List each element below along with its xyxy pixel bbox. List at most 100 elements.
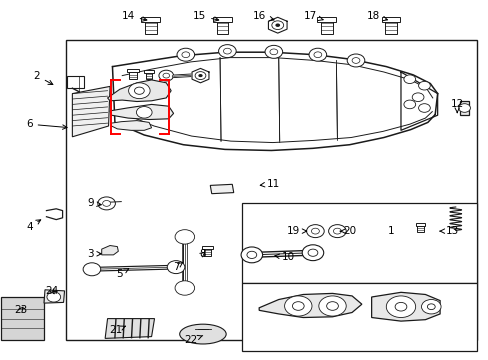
Circle shape: [403, 75, 415, 84]
Text: 4: 4: [26, 220, 41, 232]
Polygon shape: [371, 292, 439, 321]
Circle shape: [421, 300, 440, 314]
Text: 21: 21: [109, 325, 125, 336]
Bar: [146, 72, 152, 80]
Bar: [320, 19, 332, 34]
Circle shape: [308, 48, 326, 61]
Bar: [415, 223, 425, 226]
Circle shape: [351, 58, 359, 63]
Circle shape: [307, 249, 317, 256]
Polygon shape: [210, 184, 233, 194]
Text: 19: 19: [286, 226, 306, 236]
Polygon shape: [105, 319, 154, 338]
Circle shape: [318, 296, 346, 316]
Circle shape: [167, 261, 184, 274]
Circle shape: [418, 81, 429, 90]
Circle shape: [102, 201, 110, 206]
Text: 16: 16: [252, 11, 273, 21]
Bar: [213, 17, 231, 22]
Bar: [417, 224, 423, 232]
Polygon shape: [72, 86, 110, 137]
Text: 7: 7: [172, 262, 182, 272]
Circle shape: [326, 302, 338, 310]
Text: 8: 8: [199, 249, 206, 259]
Circle shape: [284, 296, 311, 316]
Circle shape: [177, 48, 194, 61]
Circle shape: [333, 228, 341, 234]
Circle shape: [182, 52, 189, 58]
Text: 9: 9: [87, 198, 101, 208]
Text: 23: 23: [14, 305, 27, 315]
Circle shape: [313, 52, 321, 58]
Text: 15: 15: [192, 11, 218, 21]
Circle shape: [163, 73, 169, 78]
Circle shape: [98, 197, 115, 210]
Ellipse shape: [180, 324, 225, 344]
Bar: [127, 69, 138, 72]
Text: 1: 1: [387, 226, 394, 236]
Circle shape: [275, 23, 280, 27]
Text: 11: 11: [260, 179, 280, 189]
Polygon shape: [67, 76, 84, 88]
Bar: [381, 17, 400, 22]
Text: 20: 20: [340, 226, 355, 236]
Bar: [144, 70, 154, 73]
Bar: [385, 19, 396, 34]
Polygon shape: [1, 297, 44, 340]
Polygon shape: [44, 290, 64, 303]
Circle shape: [218, 45, 236, 58]
Circle shape: [47, 292, 61, 302]
Text: 12: 12: [449, 99, 463, 113]
Circle shape: [246, 251, 256, 258]
Circle shape: [175, 281, 194, 295]
Circle shape: [427, 304, 434, 310]
Bar: [202, 246, 213, 249]
Bar: [216, 19, 228, 34]
Text: 6: 6: [26, 119, 67, 129]
Polygon shape: [107, 80, 171, 102]
Text: 3: 3: [87, 249, 101, 259]
Circle shape: [136, 107, 152, 118]
Bar: [129, 70, 136, 79]
Text: 13: 13: [439, 226, 458, 236]
Bar: [242, 203, 476, 283]
Circle shape: [271, 21, 283, 30]
Polygon shape: [459, 101, 468, 115]
Circle shape: [223, 48, 231, 54]
Bar: [204, 248, 211, 256]
Circle shape: [411, 93, 423, 102]
Polygon shape: [102, 246, 118, 255]
Bar: [141, 17, 160, 22]
Text: 22: 22: [183, 335, 203, 345]
Circle shape: [159, 70, 173, 81]
Circle shape: [134, 87, 144, 94]
Text: 2: 2: [33, 71, 53, 85]
Polygon shape: [259, 293, 361, 318]
Circle shape: [128, 83, 150, 99]
Circle shape: [195, 72, 205, 80]
Circle shape: [418, 104, 429, 112]
Bar: [144, 19, 156, 34]
Polygon shape: [110, 104, 173, 120]
Circle shape: [386, 296, 415, 318]
Circle shape: [311, 228, 319, 234]
Polygon shape: [111, 121, 151, 130]
Text: 24: 24: [45, 286, 59, 296]
Circle shape: [292, 302, 304, 310]
Circle shape: [302, 245, 323, 261]
Circle shape: [264, 45, 282, 58]
Circle shape: [175, 230, 194, 244]
Circle shape: [403, 100, 415, 109]
Circle shape: [306, 225, 324, 238]
Text: 14: 14: [121, 11, 146, 21]
Text: 10: 10: [274, 252, 294, 262]
Bar: [242, 283, 476, 351]
Circle shape: [458, 104, 469, 112]
Polygon shape: [268, 17, 286, 33]
Circle shape: [241, 247, 262, 263]
Circle shape: [198, 74, 202, 77]
Circle shape: [83, 263, 101, 276]
Bar: [317, 17, 335, 22]
Text: 17: 17: [303, 11, 323, 21]
Circle shape: [346, 54, 364, 67]
